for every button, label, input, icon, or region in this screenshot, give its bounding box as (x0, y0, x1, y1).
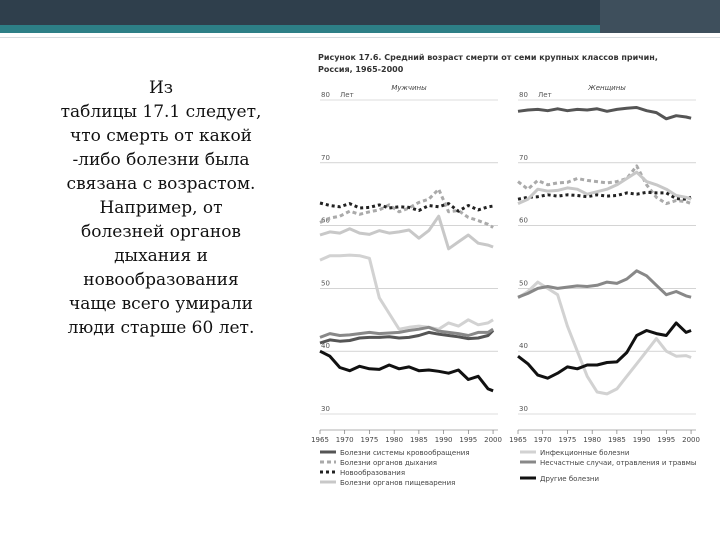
y-tick-label: 30 (321, 405, 330, 413)
series-line (517, 280, 692, 396)
series-line (517, 106, 692, 121)
x-tick-label: 1965 (509, 436, 527, 444)
figure-title-line: Рисунок 17.6. Средний возраст смерти от … (318, 53, 658, 62)
header-corner-block (600, 0, 720, 33)
panel-title: Мужчины (391, 84, 427, 92)
x-tick-label: 1990 (435, 436, 453, 444)
header-teal-band (0, 25, 720, 33)
y-tick-label: 50 (321, 279, 330, 287)
text-line: чаще всего умирали (68, 294, 254, 314)
y-tick-label: 40 (321, 342, 330, 350)
x-tick-label: 1975 (361, 436, 379, 444)
legend-label: Болезни органов пищеварения (340, 479, 455, 487)
x-tick-label: 1990 (633, 436, 651, 444)
y-tick-label: 60 (321, 217, 330, 225)
series-line (517, 269, 692, 299)
text-line: -либо болезни была (72, 150, 250, 170)
slide-header (0, 0, 720, 40)
legend-label: Болезни системы кровообращения (340, 449, 470, 457)
series-line (319, 214, 494, 251)
text-line: Из (148, 78, 174, 98)
legend-label: Инфекционные болезни (540, 449, 629, 457)
legend-label: Новообразования (340, 469, 405, 477)
x-tick-label: 2000 (682, 436, 700, 444)
series-line (319, 253, 494, 331)
slide-body-text: Из таблицы 17.1 следует, что смерть от к… (56, 76, 266, 340)
header-rule (0, 37, 720, 38)
text-line: что смерть от какой (69, 126, 253, 146)
y-tick-label: 70 (321, 154, 330, 162)
x-tick-label: 1970 (534, 436, 552, 444)
series-line (517, 321, 692, 380)
legend-label: Другие болезни (540, 475, 599, 483)
series-line (319, 201, 494, 213)
text-line: болезней органов (80, 222, 242, 242)
text-line: новообразования (83, 270, 239, 290)
series-line (517, 164, 692, 206)
legend-label: Болезни органов дыхания (340, 459, 437, 467)
text-line: связана с возрастом. (66, 174, 256, 194)
x-tick-label: 1980 (583, 436, 601, 444)
x-tick-label: 1985 (410, 436, 428, 444)
text-line: таблицы 17.1 следует, (60, 102, 262, 122)
series-line (319, 187, 494, 229)
y-tick-label: 40 (519, 342, 528, 350)
mortality-age-chart: Мужчины 30 40 50 60 70 80 Лет 1965 1970 1975 1980 19… (311, 84, 700, 487)
y-axis-label: Лет (538, 91, 552, 99)
x-tick-label: 1965 (311, 436, 329, 444)
series-line (517, 190, 692, 201)
y-tick-label: 50 (519, 279, 528, 287)
y-tick-label: 70 (519, 154, 528, 162)
text-line: дыхания и (114, 246, 208, 266)
x-tick-label: 1975 (559, 436, 577, 444)
series-line (517, 170, 692, 205)
x-tick-label: 1995 (657, 436, 675, 444)
y-tick-label: 30 (519, 405, 528, 413)
panel-title: Женщины (587, 84, 626, 92)
x-tick-label: 2000 (484, 436, 502, 444)
x-tick-label: 1985 (608, 436, 626, 444)
figure-title-line: Россия, 1965-2000 (318, 65, 404, 74)
series-line (319, 349, 494, 393)
y-tick-label: 80 (321, 91, 330, 99)
x-tick-label: 1980 (385, 436, 403, 444)
legend-label: Несчастные случаи, отравления и травмы (540, 459, 696, 467)
series-line (319, 325, 494, 339)
y-tick-label: 60 (519, 217, 528, 225)
text-line: Например, от (99, 198, 223, 218)
text-line: люди старше 60 лет. (67, 318, 255, 338)
x-tick-label: 1995 (459, 436, 477, 444)
series-line (319, 329, 495, 345)
figure-title: Рисунок 17.6. Средний возраст смерти от … (318, 52, 698, 76)
x-tick-label: 1970 (336, 436, 354, 444)
y-tick-label: 80 (519, 91, 528, 99)
y-axis-label: Лет (340, 91, 354, 99)
